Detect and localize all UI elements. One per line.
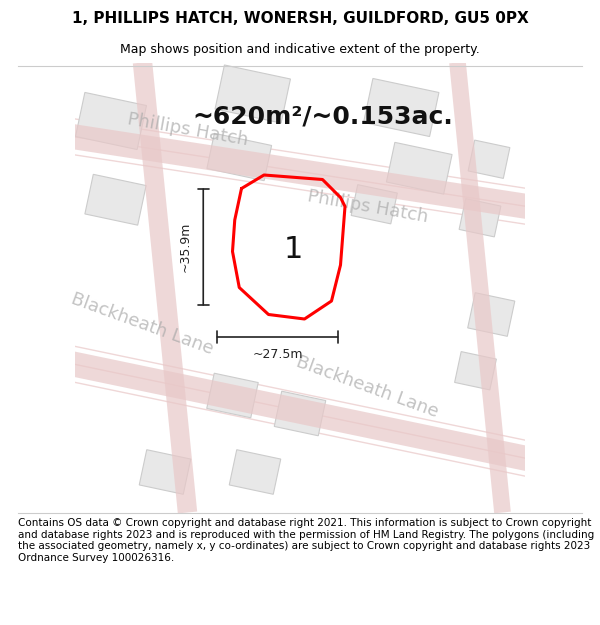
Bar — [215, 65, 290, 123]
Bar — [468, 140, 510, 178]
Text: Blackheath Lane: Blackheath Lane — [294, 352, 441, 421]
Bar — [85, 174, 146, 225]
Bar — [386, 142, 452, 194]
Bar — [207, 133, 272, 181]
Bar — [351, 184, 397, 224]
Text: Phillips Hatch: Phillips Hatch — [306, 187, 429, 226]
Text: Phillips Hatch: Phillips Hatch — [126, 111, 249, 149]
Bar — [229, 450, 281, 494]
Text: Contains OS data © Crown copyright and database right 2021. This information is : Contains OS data © Crown copyright and d… — [18, 518, 594, 563]
Bar — [468, 292, 515, 336]
Text: ~35.9m: ~35.9m — [179, 222, 192, 272]
Bar — [139, 450, 191, 494]
Bar — [207, 373, 258, 418]
Bar — [76, 92, 146, 149]
Bar — [459, 199, 501, 237]
Bar — [274, 391, 326, 436]
Text: Map shows position and indicative extent of the property.: Map shows position and indicative extent… — [120, 42, 480, 56]
Text: Blackheath Lane: Blackheath Lane — [69, 289, 216, 357]
Bar — [364, 79, 439, 136]
Text: 1, PHILLIPS HATCH, WONERSH, GUILDFORD, GU5 0PX: 1, PHILLIPS HATCH, WONERSH, GUILDFORD, G… — [71, 11, 529, 26]
Text: 1: 1 — [284, 235, 303, 264]
Text: ~620m²/~0.153ac.: ~620m²/~0.153ac. — [192, 104, 453, 129]
Text: ~27.5m: ~27.5m — [252, 348, 303, 361]
Bar — [455, 352, 496, 390]
